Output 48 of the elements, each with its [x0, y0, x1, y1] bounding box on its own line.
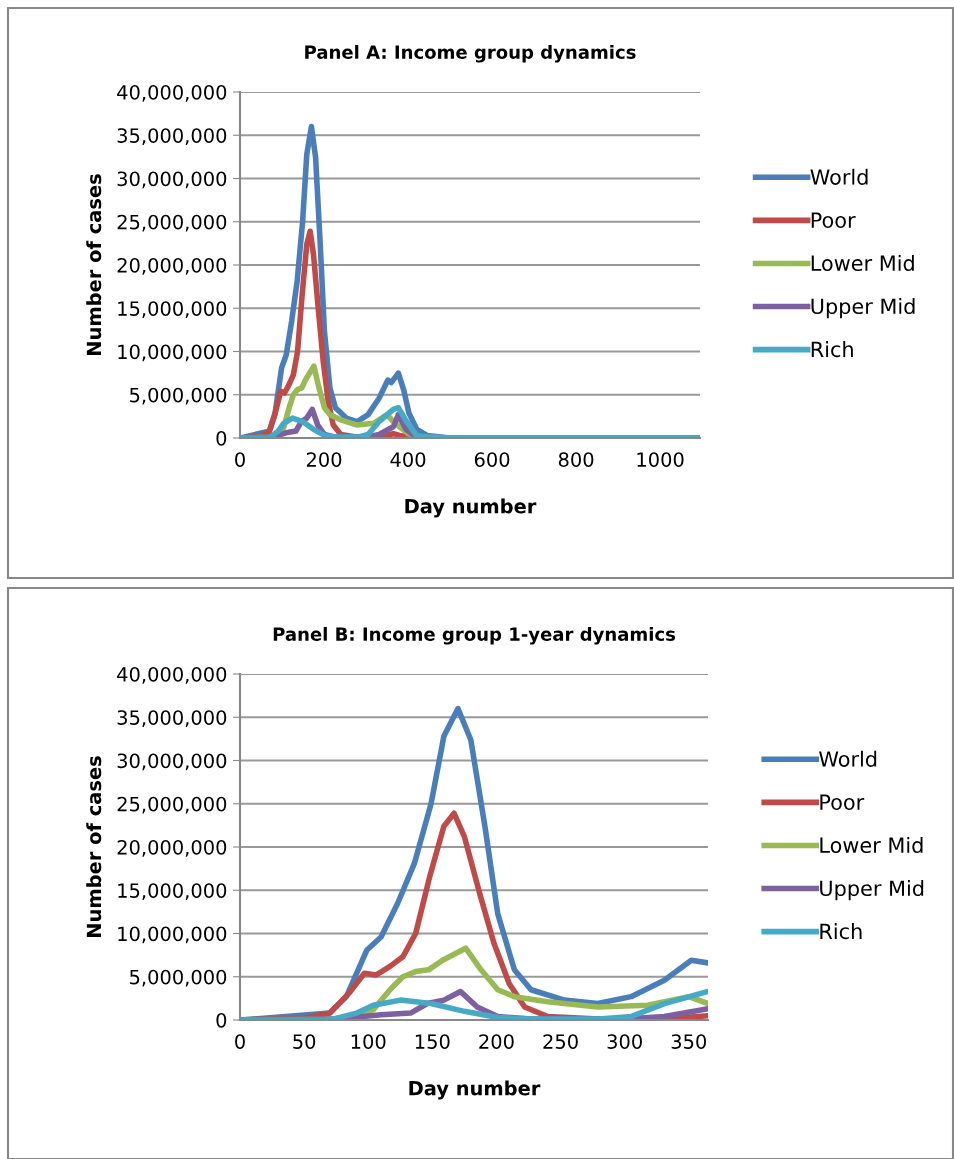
x-tick-label: 250: [543, 1034, 578, 1049]
x-tick-label: 0: [235, 1034, 245, 1049]
x-tick-label: 0: [235, 452, 245, 467]
x-tick-label: 1000: [637, 452, 684, 467]
y-tick-label: 40,000,000: [117, 84, 227, 102]
legend-label: Rich: [811, 341, 853, 358]
x-tick-label: 200: [479, 1034, 514, 1049]
chart-title: Panel B: Income group 1-year dynamics: [273, 626, 676, 645]
legend-label: World: [819, 750, 877, 767]
y-tick-label: 25,000,000: [117, 214, 227, 232]
y-tick-label: 20,000,000: [117, 839, 227, 857]
y-tick-label: 30,000,000: [117, 171, 227, 189]
x-tick-label: 400: [390, 452, 426, 467]
legend-label: Lower Mid: [820, 836, 923, 854]
y-axis-title: Number of cases: [86, 756, 102, 937]
x-tick-label: 350: [671, 1034, 707, 1049]
x-tick-label: 800: [558, 452, 594, 467]
y-tick-label: 0: [216, 1012, 227, 1028]
legend-label: Poor: [811, 212, 856, 228]
y-tick-label: 10,000,000: [118, 926, 227, 944]
legend-label: Poor: [820, 794, 865, 810]
x-tick-label: 300: [607, 1034, 642, 1049]
y-tick-label: 15,000,000: [118, 301, 227, 318]
x-tick-label: 100: [351, 1034, 386, 1049]
y-tick-label: 25,000,000: [117, 796, 227, 814]
y-tick-label: 10,000,000: [118, 344, 227, 362]
y-tick-label: 20,000,000: [117, 257, 227, 275]
legend-label: World: [810, 168, 868, 185]
y-axis-title: Number of cases: [86, 174, 102, 355]
x-axis-title: Day number: [405, 498, 537, 518]
y-tick-label: 5,000,000: [130, 969, 227, 987]
x-tick-label: 150: [415, 1034, 450, 1049]
legend-label: Upper Mid: [811, 298, 915, 319]
legend-label: Upper Mid: [820, 880, 924, 901]
x-tick-label: 600: [474, 452, 510, 467]
x-tick-label: 200: [306, 452, 342, 467]
x-tick-label: 50: [293, 1034, 316, 1049]
y-tick-label: 5,000,000: [130, 387, 227, 405]
y-tick-label: 15,000,000: [118, 883, 227, 900]
x-axis-title: Day number: [409, 1080, 541, 1100]
y-tick-label: 30,000,000: [117, 753, 227, 771]
y-tick-label: 40,000,000: [117, 666, 227, 684]
legend-label: Lower Mid: [811, 254, 914, 272]
y-tick-label: 0: [216, 430, 227, 446]
y-tick-label: 35,000,000: [117, 128, 227, 145]
chart-title: Panel A: Income group dynamics: [305, 44, 636, 63]
y-tick-label: 35,000,000: [117, 710, 227, 727]
legend-label: Rich: [820, 923, 862, 940]
